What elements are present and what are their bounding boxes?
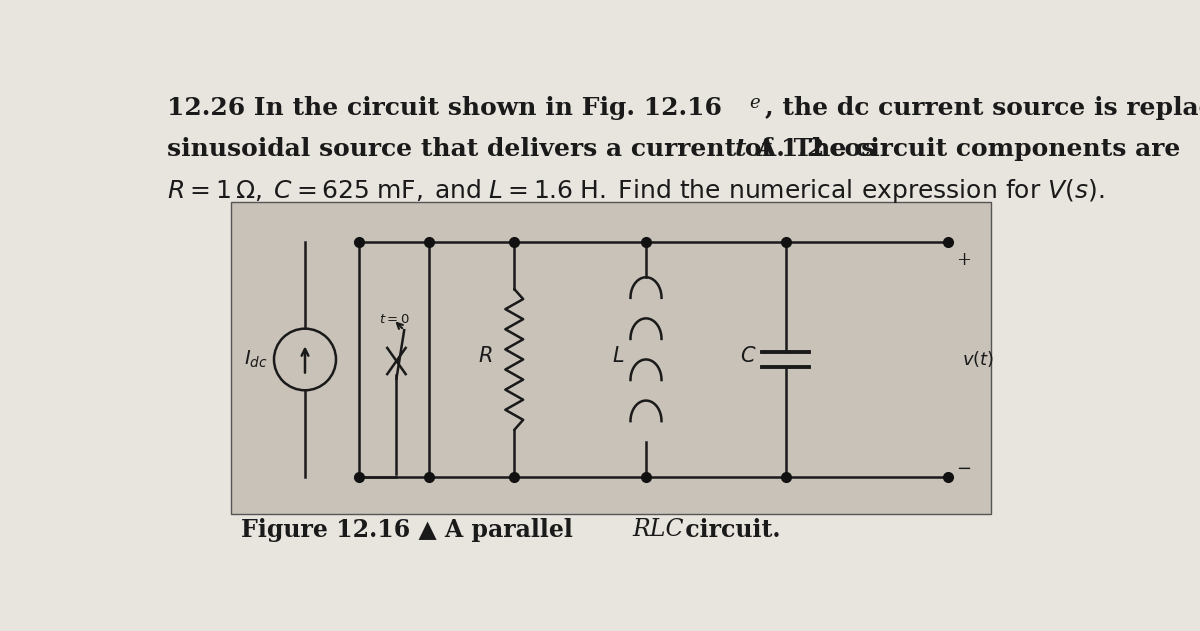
Text: $I_{dc}$: $I_{dc}$ xyxy=(244,349,268,370)
Text: $v(t)$: $v(t)$ xyxy=(962,350,995,370)
Text: $R$: $R$ xyxy=(478,346,492,365)
Text: RLC: RLC xyxy=(632,517,684,541)
Text: e: e xyxy=(749,94,760,112)
FancyBboxPatch shape xyxy=(232,202,991,514)
Text: circuit.: circuit. xyxy=(677,517,780,541)
Text: Figure 12.16 ▲ A parallel: Figure 12.16 ▲ A parallel xyxy=(241,517,581,541)
Text: A. The circuit components are: A. The circuit components are xyxy=(749,136,1181,160)
Text: $L$: $L$ xyxy=(612,346,624,365)
Text: $C$: $C$ xyxy=(739,346,756,365)
Text: $t=0$: $t=0$ xyxy=(379,313,409,326)
Text: t: t xyxy=(736,136,746,160)
Text: −: − xyxy=(956,460,971,478)
Text: sinusoidal source that delivers a current of 1.2 cos: sinusoidal source that delivers a curren… xyxy=(167,136,875,160)
Text: , the dc current source is replaced with a: , the dc current source is replaced with… xyxy=(764,96,1200,120)
Text: +: + xyxy=(956,251,971,269)
Text: $R = 1\,\Omega,\; C = 625\;\mathrm{mF},\;\mathrm{and}\; L = 1.6\;\mathrm{H}.$$\;: $R = 1\,\Omega,\; C = 625\;\mathrm{mF},\… xyxy=(167,177,1104,205)
Text: 12.26 In the circuit shown in Fig. 12.16: 12.26 In the circuit shown in Fig. 12.16 xyxy=(167,96,722,120)
